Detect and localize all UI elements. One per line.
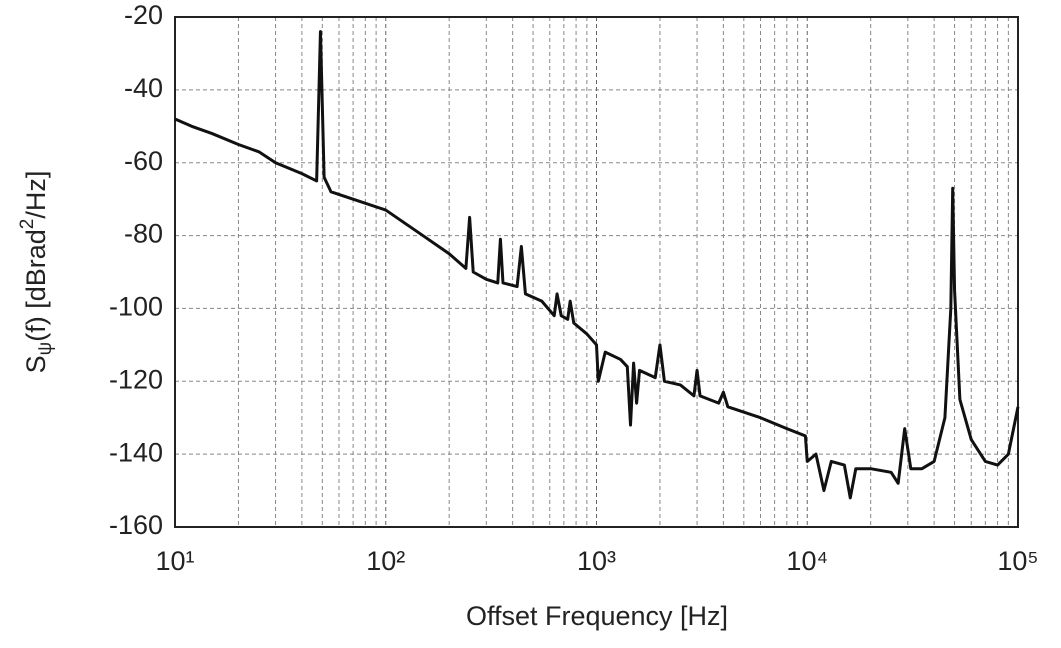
line	[174, 30, 1020, 500]
x-axis-label: Offset Frequency [Hz]	[466, 601, 728, 631]
y-tick-label: -100	[109, 292, 163, 322]
y-label-part: 2	[17, 219, 38, 230]
y-tick-label: -40	[124, 73, 163, 103]
x-tick-label: 10⁵	[997, 546, 1038, 576]
y-axis-label: Sψ(f) [dBrad2/Hz]	[17, 171, 56, 374]
y-label-part: S	[21, 355, 51, 373]
y-tick-label: -120	[109, 364, 163, 394]
y-label-part: (f) [dBrad	[21, 229, 51, 342]
x-tick-label: 10¹	[155, 546, 194, 576]
y-tick-label: -60	[124, 146, 163, 176]
x-tick-label: 10²	[366, 546, 405, 576]
plot-frame	[174, 16, 1019, 528]
x-tick-label: 10⁴	[786, 546, 828, 576]
x-tick-label: 10³	[577, 546, 616, 576]
y-tick-label: -140	[109, 437, 163, 467]
y-tick-label: -20	[124, 0, 163, 30]
y-label-part: /Hz]	[21, 171, 51, 219]
y-tick-label: -80	[124, 219, 163, 249]
y-tick-label: -160	[109, 510, 163, 540]
y-label-part: ψ	[35, 342, 56, 356]
